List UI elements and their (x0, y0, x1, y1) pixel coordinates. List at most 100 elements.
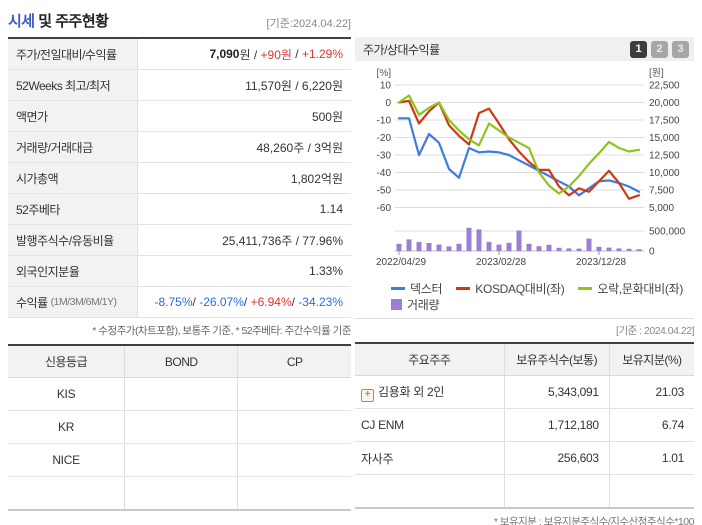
volume-bar (446, 246, 452, 251)
quote-row-value: 7,090 원 / +90원 / +1.29% (138, 39, 351, 69)
holder-pct-cell (609, 475, 694, 509)
quote-value-part: / (192, 295, 200, 309)
major-holders-table: 주요주주 보유주식수(보통) 보유지분(%) + 김용화 외 2인 5,343,091 21… (355, 342, 694, 509)
quote-value-part: -26.07% (199, 295, 244, 309)
left-axis-tick: -60 (377, 203, 392, 214)
holder-pct-cell: 1.01 (609, 441, 694, 475)
x-tick-label: 2023/12/28 (576, 257, 626, 268)
quote-value-part: 1.14 (319, 202, 343, 216)
credit-cell (237, 410, 351, 444)
quote-row-value: -8.75% / -26.07% / +6.94% / -34.23% (138, 287, 351, 317)
holders-footnote: * 보유지분 : 보유지분주식수/지수산정주식수*100 (493, 516, 695, 525)
quote-value-part: 1.33% (308, 264, 343, 278)
holder-name-cell: 자사주 (355, 441, 505, 475)
credit-header-cell: 신용등급 (8, 345, 126, 378)
credit-row (8, 476, 351, 510)
left-axis-tick: -20 (377, 133, 392, 144)
credit-header-row: 신용등급 BOND CP (8, 345, 351, 378)
holders-row (355, 474, 694, 509)
right-axis-tick: 17,500 (649, 116, 680, 127)
left-axis-tick: 10 (380, 81, 392, 92)
page-title: 시세 및 주주현황 (8, 10, 109, 31)
legend-label: KOSDAQ대비(좌) (475, 281, 565, 296)
legend-item-series-2: 오락,문화대비(좌) (578, 280, 683, 297)
volume-bar (416, 242, 422, 251)
left-axis-unit: [%] (377, 68, 392, 79)
chart-page-button-2[interactable]: 2 (651, 40, 668, 58)
chart-svg: [%] [원] 10 22,500 0 20,000 -10 17,500 -20 15,000 -… (376, 67, 686, 268)
quote-table: 주가/전일대비/수익률 7,090 원 / +90원 / +1.29% 52Weeks… (8, 37, 351, 318)
legend-item-volume: 거래량 (391, 296, 440, 313)
credit-cell: KR (8, 410, 126, 444)
legend-row-series: 덱스터 KOSDAQ대비(좌) 오락,문화대비(좌) (391, 280, 694, 296)
holders-header-cell: 보유지분(%) (609, 343, 694, 376)
left-axis-tick: -50 (377, 186, 392, 197)
as-of-date-right: [기준 : 2024.04.22] (616, 325, 694, 337)
quote-row-value: 25,411,736주 / 77.96% (138, 225, 351, 255)
section-divider (355, 318, 694, 319)
legend-label: 덱스터 (410, 281, 443, 296)
volume-bar (596, 246, 602, 251)
quote-row: 거래량/거래대금 48,260주 / 3억원 (8, 132, 351, 163)
volume-bar (536, 246, 542, 251)
page-title-highlight: 시세 (8, 13, 35, 30)
volume-bar (406, 239, 412, 251)
credit-header-cell: CP (237, 345, 351, 378)
volume-bar (636, 249, 642, 251)
quote-row-label: 52주베타 (8, 194, 138, 224)
holder-name-cell: + 김용화 외 2인 (355, 375, 505, 409)
quote-value-part: +6.94% (250, 295, 292, 309)
chart-legend: 덱스터 KOSDAQ대비(좌) 오락,문화대비(좌) 거래량 (391, 280, 694, 312)
volume-bar (566, 248, 572, 251)
quote-row-label: 발행주식수/유동비율 (8, 225, 138, 255)
right-axis-tick: 7,500 (649, 186, 674, 197)
quote-row-label: 시가총액 (8, 163, 138, 193)
quote-row-value: 1,802억원 (138, 163, 351, 193)
chart-page-button-3[interactable]: 3 (672, 40, 689, 58)
quote-row: 52주베타 1.14 (8, 194, 351, 225)
quote-value-part: / (291, 295, 299, 309)
quote-row-label-suffix: (1M/3M/6M/1Y) (50, 296, 117, 308)
quote-row: 액면가 500원 (8, 101, 351, 132)
chart-page-button-1[interactable]: 1 (630, 40, 647, 58)
quote-row-value: 1.33% (138, 256, 351, 286)
credit-cell (124, 443, 239, 477)
credit-row: KR (8, 410, 351, 444)
quote-row-label: 수익률 (1M/3M/6M/1Y) (8, 287, 138, 317)
volume-bar (436, 244, 442, 251)
volume-bar (476, 229, 482, 251)
quote-row-label: 52Weeks 최고/최저 (8, 70, 138, 100)
holders-row: 자사주 256,603 1.01 (355, 441, 694, 475)
page-title-rest: 및 주주현황 (34, 13, 109, 30)
quote-value-part: / (243, 295, 251, 309)
right-axis-tick: 10,000 (649, 168, 680, 179)
left-axis-tick: -10 (377, 116, 392, 127)
credit-header-cell: BOND (124, 345, 239, 378)
right-axis-unit: [원] (649, 67, 664, 79)
holder-shares-cell: 5,343,091 (504, 375, 610, 409)
volume-bar (546, 244, 552, 251)
quote-row-label: 외국인지분율 (8, 256, 138, 286)
legend-item-series-0: 덱스터 (391, 280, 443, 297)
volume-bar (466, 227, 472, 251)
credit-cell: NICE (8, 443, 126, 477)
volume-bar (616, 248, 622, 251)
legend-square-swatch (391, 298, 402, 310)
expand-plus-icon[interactable]: + (361, 388, 374, 402)
credit-cell (8, 476, 126, 510)
credit-cell (124, 476, 239, 510)
left-axis-tick: -40 (377, 168, 392, 179)
holder-shares-cell: 1,712,180 (504, 408, 610, 442)
quote-value-part: -8.75% (154, 295, 193, 309)
credit-cell: KIS (8, 377, 126, 411)
right-axis-tick: 15,000 (649, 133, 680, 144)
volume-bar (526, 243, 532, 251)
quote-row-label: 액면가 (8, 101, 138, 131)
quote-value-part: +90원 (260, 47, 292, 62)
left-column: 주가/전일대비/수익률 7,090 원 / +90원 / +1.29% 52Weeks… (8, 37, 352, 525)
legend-line-swatch (456, 286, 471, 290)
quote-value-part: 25,411,736주 / 77.96% (222, 233, 343, 248)
quote-row: 발행주식수/유동비율 25,411,736주 / 77.96% (8, 225, 351, 256)
